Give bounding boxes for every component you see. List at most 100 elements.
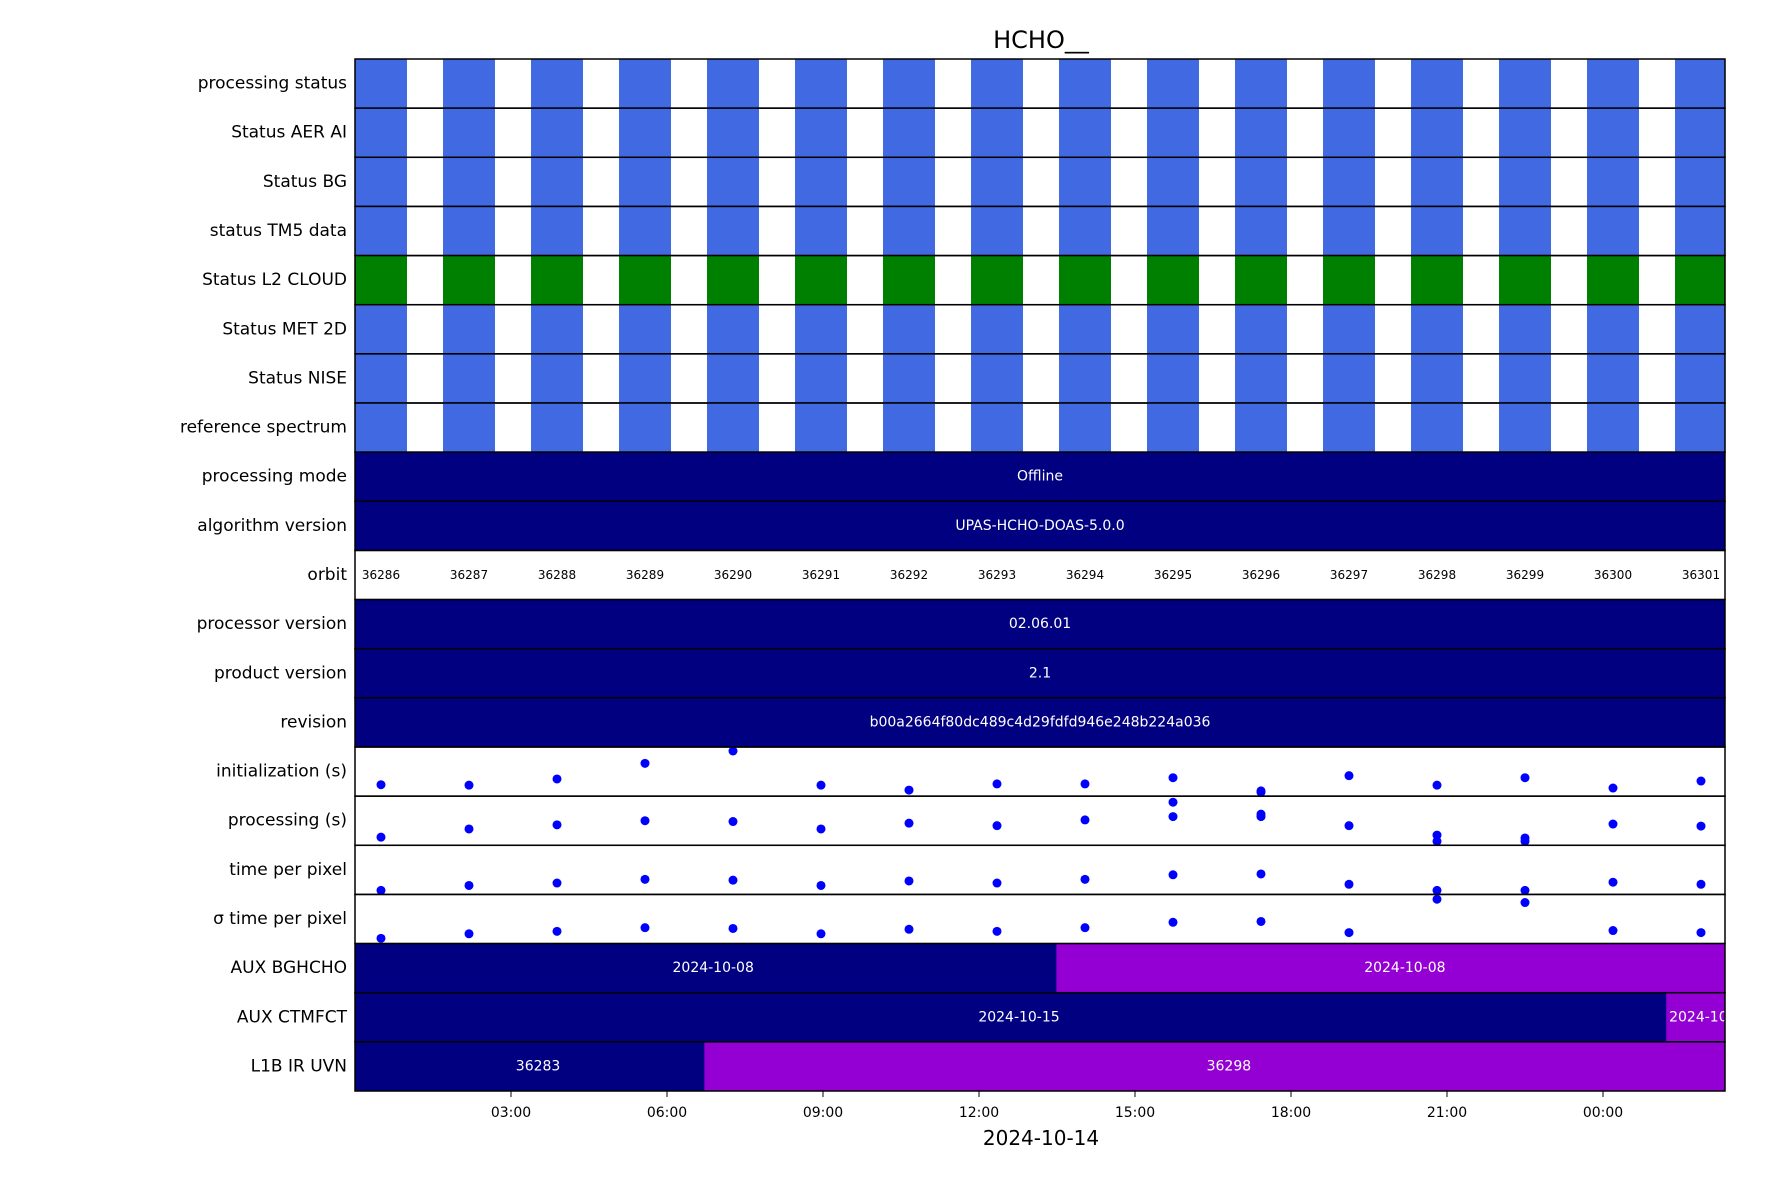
- status-block: [1411, 403, 1463, 453]
- status-block: [1499, 206, 1551, 256]
- status-block: [443, 304, 495, 354]
- scatter-point: [992, 821, 1002, 831]
- status-block: [619, 157, 671, 207]
- plot-rows: processing status Status AER AI Status BG s…: [180, 58, 1726, 1092]
- row-10: orbit 36286 36287 36288 36289 36290 36291 36292…: [307, 549, 1726, 601]
- scatter-point: [1080, 815, 1090, 825]
- row-label: σ time per pixel: [213, 909, 347, 929]
- scatter-point: [552, 820, 562, 830]
- status-block: [1323, 304, 1375, 354]
- status-block: [707, 157, 759, 207]
- scatter-point: [1696, 776, 1706, 786]
- scatter-point: [1168, 812, 1178, 822]
- status-block: [971, 403, 1023, 453]
- row-15: processing (s): [228, 795, 1726, 847]
- row-content: [376, 747, 1706, 797]
- row-label: AUX BGHCHO: [231, 958, 347, 978]
- status-block: [531, 157, 583, 207]
- orbit-number: 36297: [1330, 568, 1368, 582]
- row-content: 02.06.01: [355, 599, 1725, 649]
- status-block: [531, 255, 583, 305]
- value-bar: [355, 648, 1725, 698]
- scatter-point: [728, 923, 738, 933]
- row-7: reference spectrum: [180, 402, 1726, 453]
- scatter-point: [1696, 821, 1706, 831]
- status-block: [443, 403, 495, 453]
- row-content: [376, 894, 1706, 943]
- status-block: [443, 59, 495, 109]
- x-tick-label: 03:00: [491, 1105, 531, 1121]
- scatter-point: [1080, 874, 1090, 884]
- status-block: [443, 157, 495, 207]
- status-block: [1235, 206, 1287, 256]
- scatter-point: [1432, 830, 1442, 840]
- orbit-number: 36293: [978, 568, 1016, 582]
- scatter-point: [376, 780, 386, 790]
- scatter-point: [464, 780, 474, 790]
- scatter-point: [904, 876, 914, 886]
- status-block: [1323, 403, 1375, 453]
- row-content: [376, 869, 1706, 895]
- status-block: [1147, 304, 1199, 354]
- scatter-point: [552, 878, 562, 888]
- orbit-number: 36299: [1506, 568, 1544, 582]
- scatter-point: [1520, 773, 1530, 783]
- status-block: [1147, 255, 1199, 305]
- scatter-point: [904, 818, 914, 828]
- status-block: [1499, 59, 1551, 109]
- status-block: [1323, 157, 1375, 207]
- row-content: [355, 59, 1725, 109]
- segment-label: 2024-10-15: [978, 1009, 1059, 1025]
- row-content: 36283 36298: [355, 1041, 1725, 1091]
- status-block: [1587, 304, 1639, 354]
- row-content: b00a2664f80dc489c4d29fdfd946e248b224a036: [355, 697, 1725, 747]
- status-block: [1235, 108, 1287, 158]
- status-block: [1675, 59, 1725, 109]
- status-block: [355, 304, 407, 354]
- scatter-point: [376, 933, 386, 943]
- status-block: [1147, 157, 1199, 207]
- scatter-point: [1344, 879, 1354, 889]
- row-6: Status NISE: [248, 353, 1726, 404]
- status-block: [1411, 59, 1463, 109]
- scatter-point: [728, 875, 738, 885]
- value-bar-label: 02.06.01: [1009, 616, 1071, 632]
- scatter-point: [904, 785, 914, 795]
- status-block: [883, 206, 935, 256]
- status-block: [707, 353, 759, 403]
- segment-bar: [1056, 943, 1725, 993]
- status-block: [1411, 255, 1463, 305]
- orbit-number: 36290: [714, 568, 752, 582]
- status-block: [1499, 255, 1551, 305]
- scatter-point: [1344, 821, 1354, 831]
- status-block: [1675, 304, 1725, 354]
- row-content: [355, 206, 1725, 256]
- row-12: product version 2.1: [214, 647, 1726, 699]
- status-block: [1675, 206, 1725, 256]
- orbit-number: 36288: [538, 568, 576, 582]
- status-block: [1411, 206, 1463, 256]
- status-block: [1587, 255, 1639, 305]
- scatter-point: [464, 824, 474, 834]
- value-bar: [355, 452, 1725, 502]
- status-block: [795, 59, 847, 109]
- scatter-point: [464, 929, 474, 939]
- scatter-point: [1168, 797, 1178, 807]
- row-content: [355, 353, 1725, 403]
- row-content: [355, 108, 1725, 158]
- scatter-point: [640, 758, 650, 768]
- row-2: Status BG: [263, 156, 1726, 208]
- status-block: [971, 255, 1023, 305]
- status-block: [1675, 353, 1725, 403]
- row-label: revision: [280, 712, 347, 732]
- status-block: [531, 353, 583, 403]
- row-label: algorithm version: [197, 516, 347, 536]
- status-block: [971, 304, 1023, 354]
- status-block: [795, 304, 847, 354]
- segment-bar: [355, 943, 1072, 993]
- orbit-number: 36286: [362, 568, 400, 582]
- status-block: [531, 59, 583, 109]
- status-block: [1323, 108, 1375, 158]
- status-block: [795, 206, 847, 256]
- segment-bar: [355, 1041, 722, 1091]
